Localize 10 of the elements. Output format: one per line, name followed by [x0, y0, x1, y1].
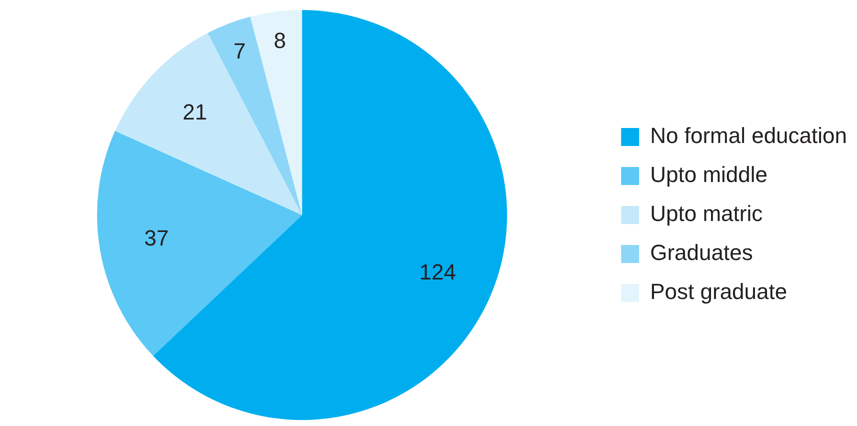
legend-label: Upto matric [650, 201, 763, 226]
legend-label: No formal education [650, 123, 848, 148]
legend-label: Upto middle [650, 162, 768, 188]
data-label: 8 [274, 28, 286, 54]
data-label: 7 [233, 38, 246, 64]
data-label: 37 [144, 226, 169, 251]
data-label: 124 [419, 259, 456, 284]
legend-label: Post graduate [650, 279, 788, 304]
legend-label: Graduates [650, 240, 753, 266]
data-label: 21 [182, 100, 208, 125]
